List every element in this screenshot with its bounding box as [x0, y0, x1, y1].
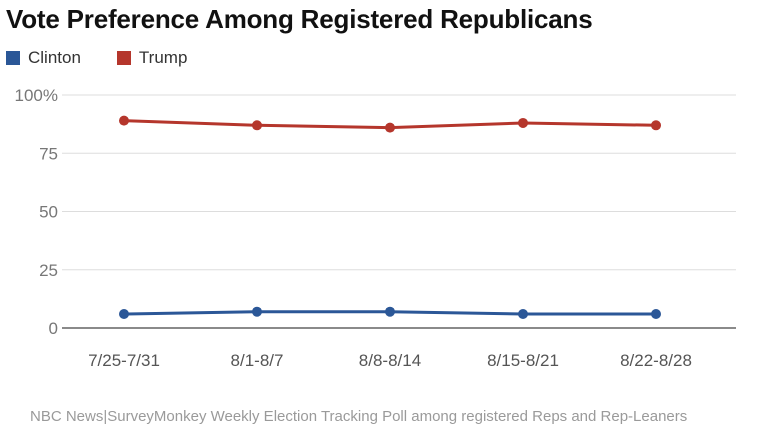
x-tick-label: 8/22-8/28 [620, 351, 692, 370]
legend: Clinton Trump [6, 48, 223, 68]
data-point-trump [252, 120, 262, 131]
y-tick-label: 100% [15, 86, 58, 105]
legend-swatch-trump [116, 51, 131, 65]
x-tick-label: 8/1-8/7 [231, 351, 284, 370]
data-point-trump [119, 115, 129, 126]
data-point-clinton [252, 306, 262, 317]
y-tick-label: 0 [49, 319, 58, 338]
y-tick-label: 25 [39, 261, 58, 280]
legend-label-clinton: Clinton [28, 48, 81, 67]
legend-item-trump: Trump [116, 48, 188, 68]
x-tick-label: 8/8-8/14 [359, 351, 421, 370]
data-point-clinton [518, 309, 528, 320]
data-point-trump [518, 117, 528, 128]
y-tick-label: 75 [39, 144, 58, 163]
data-point-clinton [119, 309, 129, 320]
source-note: NBC News|SurveyMonkey Weekly Election Tr… [30, 408, 688, 425]
data-point-clinton [651, 309, 661, 320]
x-tick-label: 7/25-7/31 [88, 351, 160, 370]
chart-title: Vote Preference Among Registered Republi… [6, 4, 593, 34]
data-point-trump [385, 122, 395, 133]
data-point-clinton [385, 306, 395, 317]
data-point-trump [651, 120, 661, 131]
legend-swatch-clinton [6, 51, 20, 65]
legend-label-trump: Trump [138, 48, 188, 67]
legend-item-clinton: Clinton [6, 48, 81, 68]
x-tick-label: 8/15-8/21 [487, 351, 559, 370]
y-tick-label: 50 [39, 203, 58, 222]
